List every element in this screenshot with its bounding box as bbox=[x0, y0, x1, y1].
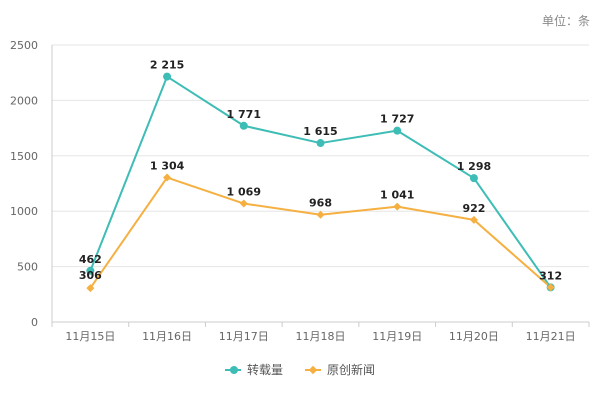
data-point-series-0 bbox=[393, 126, 402, 135]
series-line-1 bbox=[89, 176, 552, 289]
data-point-series-0 bbox=[469, 174, 478, 183]
data-point-series-1 bbox=[393, 202, 402, 211]
x-tick-label: 11月16日 bbox=[142, 330, 192, 343]
legend-item-series-1[interactable]: 原创新闻 bbox=[305, 361, 375, 378]
data-point-series-1 bbox=[469, 215, 478, 224]
unit-label: 单位：条 bbox=[541, 14, 590, 28]
y-tick-label: 1500 bbox=[10, 150, 38, 163]
data-label-series-1: 922 bbox=[462, 202, 485, 215]
y-tick-label: 0 bbox=[31, 316, 38, 329]
legend-item-series-0[interactable]: 转载量 bbox=[224, 361, 283, 378]
data-label-series-1: 1 304 bbox=[150, 160, 185, 173]
y-tick-label: 2500 bbox=[10, 39, 38, 52]
data-point-series-0 bbox=[316, 139, 325, 148]
x-tick-label: 11月17日 bbox=[219, 330, 269, 343]
legend-swatch-series-0 bbox=[224, 365, 241, 374]
legend-label-series-0: 转载量 bbox=[246, 363, 283, 377]
y-tick-label: 1000 bbox=[10, 205, 38, 218]
y-tick-label: 2000 bbox=[10, 94, 38, 107]
data-label-series-0: 312 bbox=[539, 269, 562, 282]
data-label-series-1: 306 bbox=[79, 269, 102, 282]
data-point-series-1 bbox=[239, 199, 248, 208]
data-point-series-1 bbox=[86, 284, 95, 293]
data-point-series-1 bbox=[546, 283, 555, 292]
data-label-series-0: 1 771 bbox=[227, 108, 261, 121]
x-tick-label: 11月21日 bbox=[526, 330, 576, 343]
data-point-series-1 bbox=[316, 210, 325, 219]
legend-marker-series-1 bbox=[308, 365, 318, 374]
data-label-series-0: 1 615 bbox=[303, 125, 337, 138]
data-point-series-0 bbox=[239, 121, 248, 130]
data-point-series-1 bbox=[163, 173, 172, 182]
data-label-series-0: 462 bbox=[79, 253, 102, 266]
series-line-0 bbox=[89, 75, 552, 289]
data-label-series-1: 1 069 bbox=[227, 186, 261, 199]
data-label-series-0: 1 298 bbox=[457, 160, 491, 173]
data-label-series-0: 1 727 bbox=[380, 113, 414, 126]
data-point-series-0 bbox=[163, 72, 172, 81]
x-tick-label: 11月20日 bbox=[449, 330, 499, 343]
data-label-series-0: 2 215 bbox=[150, 59, 184, 72]
data-label-series-1: 968 bbox=[309, 197, 332, 210]
x-tick-label: 11月18日 bbox=[296, 330, 346, 343]
chart-legend: 转载量 原创新闻 bbox=[0, 361, 600, 378]
x-tick-label: 11月15日 bbox=[65, 330, 115, 343]
legend-swatch-series-1 bbox=[305, 365, 321, 374]
x-tick-label: 11月19日 bbox=[372, 330, 422, 343]
data-point-series-0 bbox=[86, 266, 95, 275]
legend-marker-series-0 bbox=[229, 365, 238, 374]
data-label-series-1: 1 041 bbox=[380, 189, 414, 202]
legend-label-series-1: 原创新闻 bbox=[327, 363, 376, 377]
y-tick-label: 500 bbox=[17, 261, 38, 274]
